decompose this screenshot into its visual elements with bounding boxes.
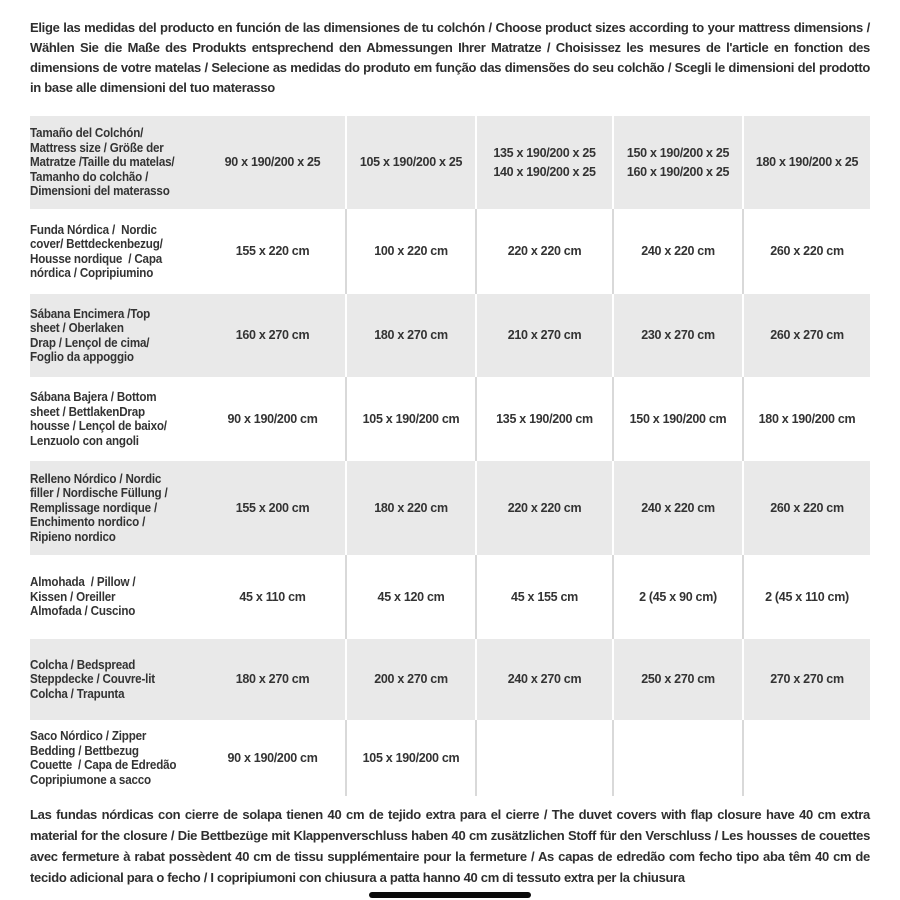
- size-cell: 240 x 270 cm: [475, 639, 612, 720]
- size-cell: 45 x 155 cm: [475, 555, 612, 639]
- size-cell: 150 x 190/200 x 25 160 x 190/200 x 25: [612, 116, 742, 209]
- size-cell: 220 x 220 cm: [475, 209, 612, 294]
- size-cell: 2 (45 x 90 cm): [612, 555, 742, 639]
- header-row-mattress-size: Tamaño del Colchón/ Mattress size / Größ…: [30, 116, 870, 209]
- row-label-cell: Relleno Nórdico / Nordic filler / Nordis…: [30, 461, 200, 555]
- size-cell: 260 x 270 cm: [742, 294, 870, 377]
- row-zipper-bedding: Saco Nórdico / Zipper Bedding / Bettbezu…: [30, 720, 870, 796]
- footnote-paragraph: Las fundas nórdicas con cierre de solapa…: [30, 807, 870, 885]
- size-cell: 90 x 190/200 cm: [227, 411, 318, 426]
- home-indicator-bar: [369, 892, 531, 898]
- size-cell: 160 x 270 cm: [235, 328, 310, 342]
- size-cell: [742, 720, 870, 796]
- size-cell: 180 x 270 cm: [235, 672, 310, 686]
- row-top-sheet: Sábana Encimera /Top sheet / Oberlaken D…: [30, 294, 870, 377]
- size-cell: 270 x 270 cm: [742, 639, 870, 720]
- size-cell: 2 (45 x 110 cm): [742, 555, 870, 639]
- size-cell: 155 x 200 cm: [235, 500, 310, 515]
- size-cell: 260 x 220 cm: [742, 461, 870, 555]
- size-cell: 150 x 190/200 cm: [612, 377, 742, 461]
- size-cell: 210 x 270 cm: [475, 294, 612, 377]
- row-pillow: Almohada / Pillow / Kissen / Oreiller Al…: [30, 555, 870, 639]
- size-cell: [475, 720, 612, 796]
- row-label-cell: Almohada / Pillow / Kissen / Oreiller Al…: [30, 555, 200, 639]
- size-cell: 240 x 220 cm: [612, 461, 742, 555]
- row-label: Sábana Encimera /Top sheet / Oberlaken D…: [30, 306, 151, 365]
- size-cell: 90 x 190/200 x 25: [224, 155, 321, 169]
- size-cell: [612, 720, 742, 796]
- size-cell: 230 x 270 cm: [612, 294, 742, 377]
- row-bottom-sheet: Sábana Bajera / Bottom sheet / Bettlaken…: [30, 377, 870, 461]
- row-bedspread: Colcha / Bedspread Steppdecke / Couvre-l…: [30, 639, 870, 720]
- size-cell: 45 x 120 cm: [345, 555, 475, 639]
- size-cell: 100 x 220 cm: [345, 209, 475, 294]
- size-cell: 105 x 190/200 cm: [345, 377, 475, 461]
- size-cell: 260 x 220 cm: [742, 209, 870, 294]
- size-cell: 180 x 190/200 x 25: [742, 116, 870, 209]
- row-label: Funda Nórdica / Nordic cover/ Bettdecken…: [30, 222, 163, 281]
- row-label: Relleno Nórdico / Nordic filler / Nordis…: [30, 471, 168, 544]
- row-label-cell: Saco Nórdico / Zipper Bedding / Bettbezu…: [30, 720, 200, 796]
- row-label-cell: Colcha / Bedspread Steppdecke / Couvre-l…: [30, 639, 200, 720]
- size-cell: 135 x 190/200 x 25 140 x 190/200 x 25: [475, 116, 612, 209]
- size-cell: 90 x 190/200 cm: [227, 750, 318, 765]
- size-cell: 180 x 270 cm: [345, 294, 475, 377]
- row-duvet-cover: Funda Nórdica / Nordic cover/ Bettdecken…: [30, 209, 870, 294]
- row-label-cell: Sábana Encimera /Top sheet / Oberlaken D…: [30, 294, 200, 377]
- row-label: Sábana Bajera / Bottom sheet / Bettlaken…: [30, 390, 167, 448]
- size-cell: 240 x 220 cm: [612, 209, 742, 294]
- size-cell: 200 x 270 cm: [345, 639, 475, 720]
- size-cell: 250 x 270 cm: [612, 639, 742, 720]
- row-label: Tamaño del Colchón/ Mattress size / Größ…: [30, 126, 175, 199]
- row-label: Colcha / Bedspread Steppdecke / Couvre-l…: [30, 657, 155, 701]
- size-cell: 180 x 220 cm: [345, 461, 475, 555]
- size-cell: 180 x 190/200 cm: [742, 377, 870, 461]
- row-label-cell: Tamaño del Colchón/ Mattress size / Größ…: [30, 116, 200, 209]
- size-cell: 220 x 220 cm: [475, 461, 612, 555]
- row-nordic-filler: Relleno Nórdico / Nordic filler / Nordis…: [30, 461, 870, 555]
- row-label-cell: Sábana Bajera / Bottom sheet / Bettlaken…: [30, 377, 200, 461]
- intro-paragraph: Elige las medidas del producto en funció…: [30, 20, 870, 95]
- row-label: Almohada / Pillow / Kissen / Oreiller Al…: [30, 575, 136, 619]
- size-cell: 45 x 110 cm: [239, 589, 306, 604]
- size-cell: 105 x 190/200 x 25: [345, 116, 475, 209]
- size-cell: 105 x 190/200 cm: [345, 720, 475, 796]
- size-cell: 155 x 220 cm: [235, 244, 310, 258]
- size-cell: 135 x 190/200 cm: [475, 377, 612, 461]
- row-label: Saco Nórdico / Zipper Bedding / Bettbezu…: [30, 729, 177, 787]
- size-table: Tamaño del Colchón/ Mattress size / Größ…: [30, 116, 870, 796]
- row-label-cell: Funda Nórdica / Nordic cover/ Bettdecken…: [30, 209, 200, 294]
